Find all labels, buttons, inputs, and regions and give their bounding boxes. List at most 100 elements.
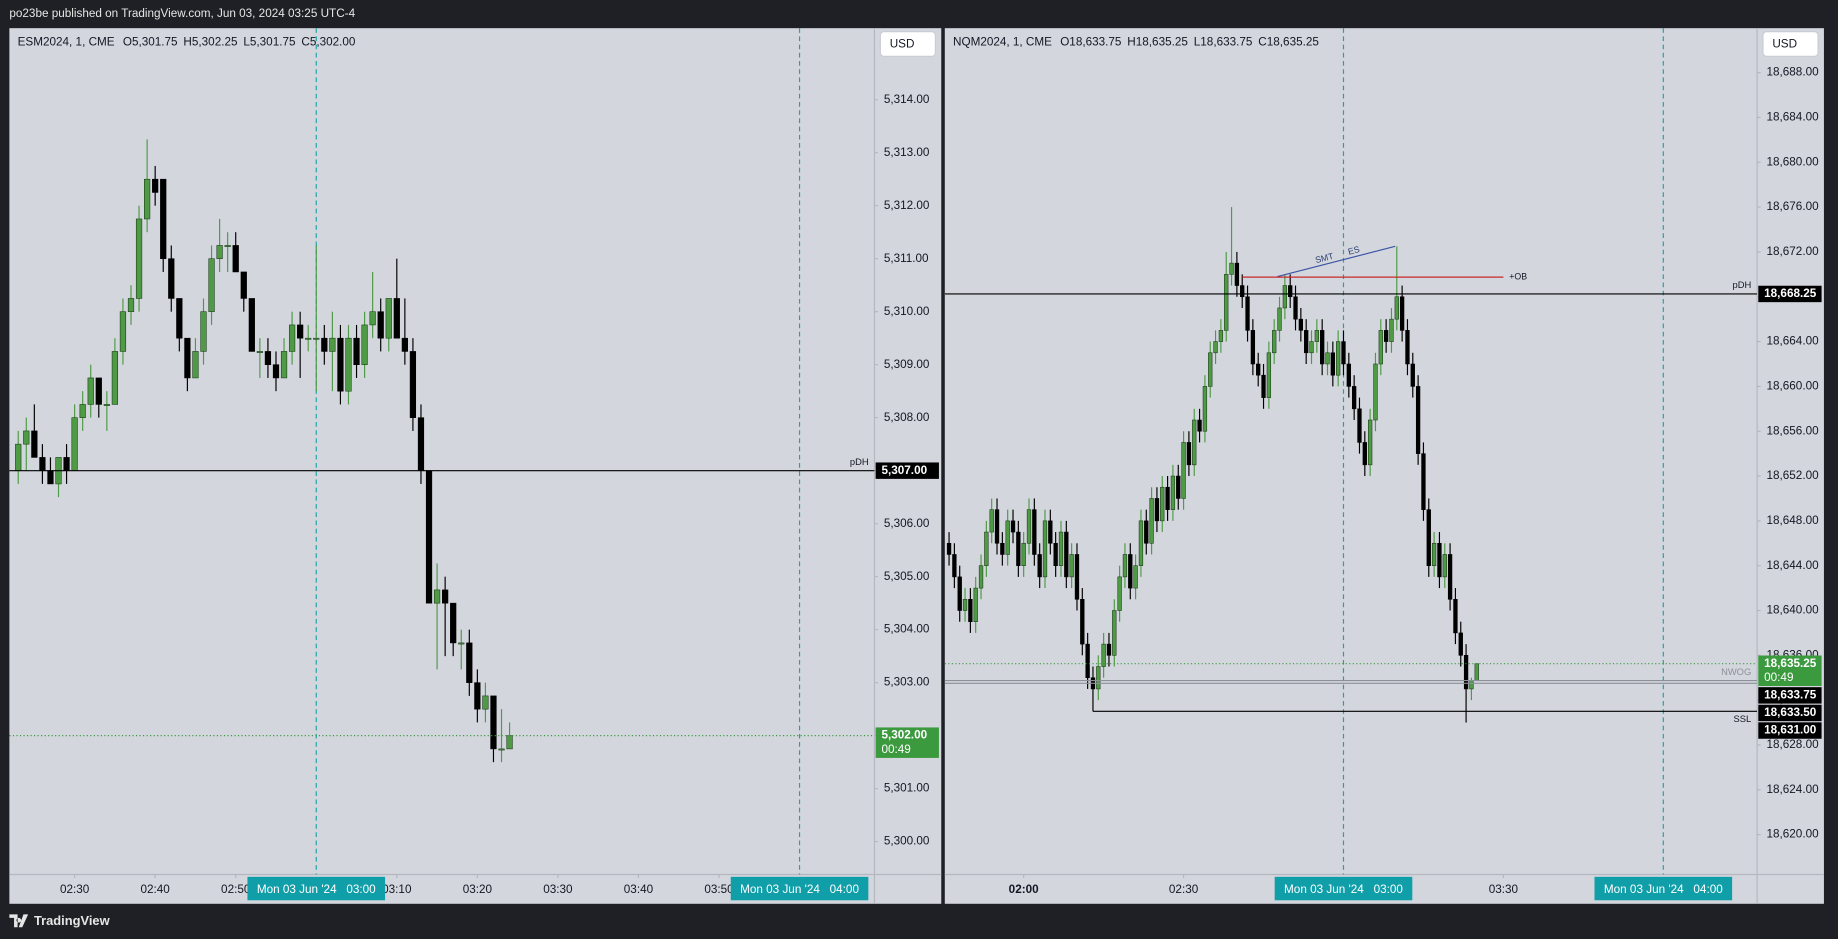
- candle-body: [1085, 643, 1090, 679]
- candle-body: [377, 311, 384, 339]
- candle-body: [297, 324, 304, 339]
- symbol: ESM2024, 1, CME: [18, 35, 115, 48]
- candle-body: [353, 337, 360, 365]
- candle-body: [135, 218, 143, 299]
- candle-body: [232, 245, 239, 273]
- candle-body: [417, 417, 425, 471]
- candle-body: [1378, 330, 1383, 365]
- currency-button-bg[interactable]: [1762, 31, 1819, 57]
- candle-body: [1298, 318, 1304, 331]
- currency-button[interactable]: USD: [879, 31, 936, 57]
- candle-body: [1106, 643, 1112, 656]
- candle-body: [337, 337, 344, 392]
- x-tick-label: 02:30: [60, 883, 90, 896]
- candle-body: [1144, 520, 1149, 544]
- price-label-bg: [1758, 687, 1822, 704]
- time-label-text: Mon 03 Jun '24 03:00: [257, 883, 376, 896]
- candle-body: [345, 337, 352, 392]
- candle-body: [1373, 363, 1378, 421]
- candle-body: [1309, 341, 1314, 354]
- currency-label[interactable]: USD: [1772, 38, 1797, 51]
- drawing-label: SMT: [1314, 251, 1335, 265]
- candle-body: [1101, 643, 1106, 667]
- candle-body: [506, 735, 513, 750]
- candle-body: [1037, 554, 1042, 578]
- candle-body: [1010, 520, 1016, 533]
- candle-body: [1021, 542, 1026, 566]
- candle-body: [216, 245, 223, 259]
- candle-body: [1463, 655, 1469, 690]
- candle-body: [1080, 599, 1085, 645]
- currency-button[interactable]: USD: [1762, 31, 1819, 57]
- candle-body: [1474, 663, 1479, 681]
- candle-body: [1128, 554, 1133, 589]
- y-tick-label: 18,620.00: [1766, 828, 1819, 841]
- price-label-text: 18,633.75: [1764, 688, 1817, 701]
- candle-body: [978, 565, 984, 589]
- y-tick-label: 18,640.00: [1766, 604, 1819, 617]
- candle-body: [39, 457, 46, 471]
- candle-body: [989, 509, 994, 533]
- y-tick-label: 18,664.00: [1766, 335, 1819, 348]
- candle-body: [1261, 374, 1266, 398]
- x-tick-label: 03:30: [1489, 883, 1519, 896]
- candle-body: [474, 682, 481, 710]
- candle-body: [450, 602, 457, 644]
- y-tick-label: 18,684.00: [1766, 111, 1819, 124]
- time-label: Mon 03 Jun '24 04:00: [1594, 876, 1733, 901]
- candle-body: [946, 542, 952, 555]
- candle-body: [288, 324, 296, 352]
- candle-body: [1458, 632, 1463, 656]
- ohlc-value: C18,635.25: [1258, 35, 1319, 48]
- x-tick-label: 02:00: [1009, 883, 1039, 896]
- candle-body: [1042, 520, 1048, 578]
- x-tick-label: 02:30: [1169, 883, 1199, 896]
- candle-body: [1277, 307, 1282, 331]
- candle-body: [1202, 386, 1208, 432]
- candle-body: [984, 531, 989, 566]
- drawing-label: ES: [1347, 244, 1361, 257]
- candle-body: [119, 311, 127, 352]
- y-tick-label: 5,311.00: [884, 252, 929, 265]
- candle-body: [127, 298, 135, 312]
- candle-body: [95, 377, 102, 405]
- candle-body: [361, 324, 368, 365]
- y-tick-label: 18,624.00: [1766, 783, 1819, 796]
- candle-body: [1250, 330, 1256, 365]
- price-label: 18,633.50: [1758, 704, 1822, 722]
- y-tick-label: 18,652.00: [1766, 469, 1819, 482]
- trendline: [1277, 245, 1396, 278]
- currency-button-bg[interactable]: [879, 31, 936, 57]
- candle-body: [176, 298, 183, 339]
- ohlc-value: C5,302.00: [301, 35, 356, 48]
- x-tick-label: 02:40: [141, 883, 171, 896]
- y-tick-label: 18,660.00: [1766, 379, 1819, 392]
- price-label-bg: [875, 462, 939, 479]
- candle-body: [1453, 599, 1458, 634]
- panel-background: [9, 28, 942, 904]
- candle-body: [1069, 554, 1074, 578]
- candle-body: [1133, 565, 1138, 589]
- candle-body: [1421, 453, 1426, 510]
- candle-body: [1389, 318, 1394, 342]
- candle-body: [313, 337, 320, 340]
- candle-body: [208, 258, 215, 312]
- x-tick-label: 03:50: [704, 883, 734, 896]
- tradingview-logo: TradingView: [9, 913, 111, 928]
- currency-label[interactable]: USD: [890, 38, 915, 51]
- chart-panel: ESM2024, 1, CME O5,301.75 H5,302.25 L5,301.…: [9, 28, 942, 904]
- candle-body: [1016, 531, 1021, 566]
- ohlc-value: O18,633.75: [1060, 35, 1122, 48]
- y-tick-label: 18,688.00: [1766, 66, 1819, 79]
- candle-body: [1240, 285, 1245, 298]
- price-label-text: 5,302.00: [881, 729, 927, 742]
- chart-panel: NQM2024, 1, CME O18,633.75 H18,635.25 L18,6…: [944, 28, 1824, 904]
- price-label: 18,668.25: [1758, 285, 1822, 303]
- candle-body: [1048, 520, 1053, 544]
- candle-body: [1357, 408, 1362, 443]
- y-tick-label: 18,648.00: [1766, 514, 1819, 527]
- candle-body: [466, 642, 473, 683]
- candle-body: [1186, 442, 1192, 466]
- candle-body: [952, 554, 957, 578]
